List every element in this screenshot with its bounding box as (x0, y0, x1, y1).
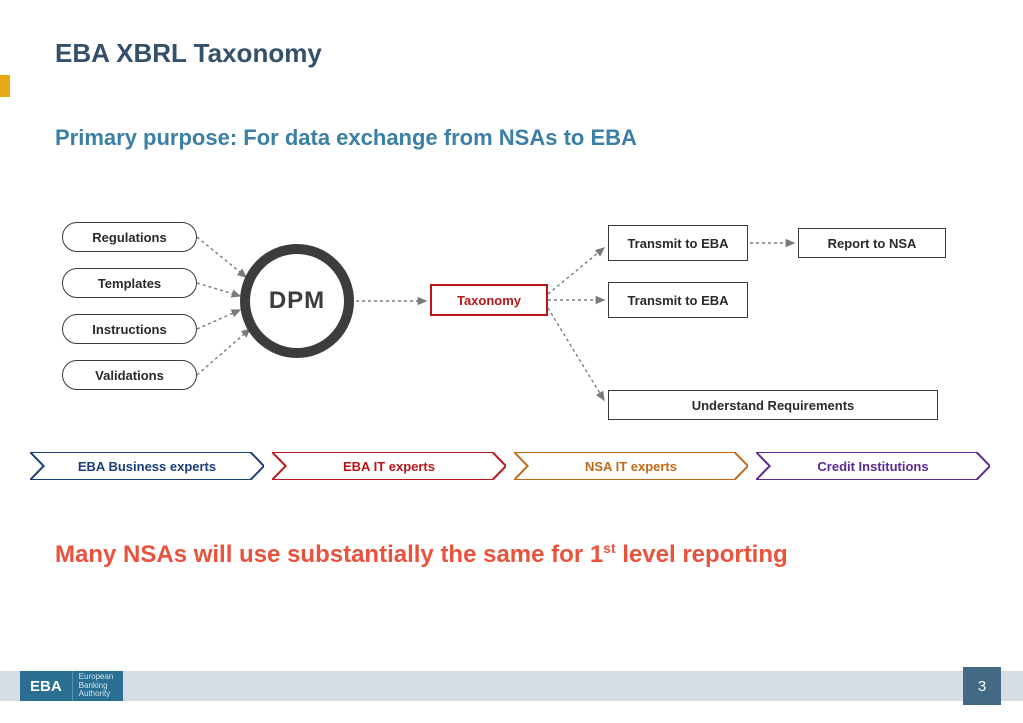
banner-row: EBA Business experts EBA IT experts NSA … (30, 452, 990, 480)
dpm-circle: DPM (240, 244, 354, 358)
eba-logo-short: EBA (20, 671, 72, 701)
banner-nsa-it: NSA IT experts (514, 452, 748, 480)
box-understand-requirements: Understand Requirements (608, 390, 938, 420)
eba-logo: EBA European Banking Authority (20, 671, 123, 701)
page-number: 3 (963, 667, 1001, 705)
box-transmit-eba-2: Transmit to EBA (608, 282, 748, 318)
pill-regulations: Regulations (62, 222, 197, 252)
banner-credit-institutions: Credit Institutions (756, 452, 990, 480)
pill-templates: Templates (62, 268, 197, 298)
box-report-nsa: Report to NSA (798, 228, 946, 258)
bottom-text: Many NSAs will use substantially the sam… (55, 540, 975, 569)
pill-validations: Validations (62, 360, 197, 390)
pill-instructions: Instructions (62, 314, 197, 344)
box-transmit-eba-1: Transmit to EBA (608, 225, 748, 261)
banner-eba-business: EBA Business experts (30, 452, 264, 480)
dpm-label: DPM (269, 287, 325, 315)
taxonomy-box: Taxonomy (430, 284, 548, 316)
eba-logo-full: European Banking Authority (72, 671, 124, 701)
page-subtitle: Primary purpose: For data exchange from … (55, 125, 637, 151)
accent-bar (0, 75, 10, 97)
footer-bar (0, 671, 1023, 701)
banner-eba-it: EBA IT experts (272, 452, 506, 480)
page-title: EBA XBRL Taxonomy (55, 38, 322, 69)
